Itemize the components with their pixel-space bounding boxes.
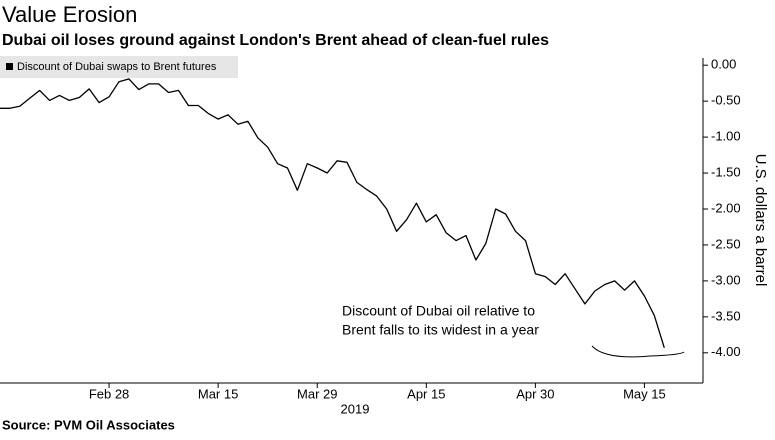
line-series xyxy=(0,78,665,348)
source: Source: PVM Oil Associates xyxy=(2,417,175,432)
legend-label: Discount of Dubai swaps to Brent futures xyxy=(17,61,217,73)
y-tick-label: -1.00 xyxy=(711,129,741,144)
y-tick-label: -2.00 xyxy=(711,200,741,215)
chart-subtitle: Dubai oil loses ground against London's … xyxy=(2,32,549,49)
y-axis-label: U.S. dollars a barrel xyxy=(752,154,769,287)
y-tick-label: -0.50 xyxy=(711,93,741,108)
x-tick-label: Mar 15 xyxy=(198,386,238,401)
y-tick-label: 0.00 xyxy=(711,57,736,72)
annotation: Discount of Dubai oil relative to xyxy=(342,303,535,319)
x-tick-label: Apr 30 xyxy=(516,386,554,401)
y-tick-label: -3.50 xyxy=(711,308,741,323)
legend-swatch xyxy=(6,63,13,70)
x-tick-label: Feb 28 xyxy=(89,386,129,401)
y-tick-label: -1.50 xyxy=(711,164,741,179)
legend-box xyxy=(0,56,238,78)
y-tick-label: -2.50 xyxy=(711,236,741,251)
y-tick-label: -3.00 xyxy=(711,272,741,287)
x-tick-label: Mar 29 xyxy=(297,386,337,401)
annotation-arrow xyxy=(591,345,685,358)
x-sublabel: 2019 xyxy=(341,401,370,416)
x-tick-label: Apr 15 xyxy=(407,386,445,401)
annotation: Brent falls to its widest in a year xyxy=(342,322,539,338)
chart-title: Value Erosion xyxy=(2,2,137,27)
x-tick-label: May 15 xyxy=(623,386,666,401)
y-tick-label: -4.00 xyxy=(711,344,741,359)
